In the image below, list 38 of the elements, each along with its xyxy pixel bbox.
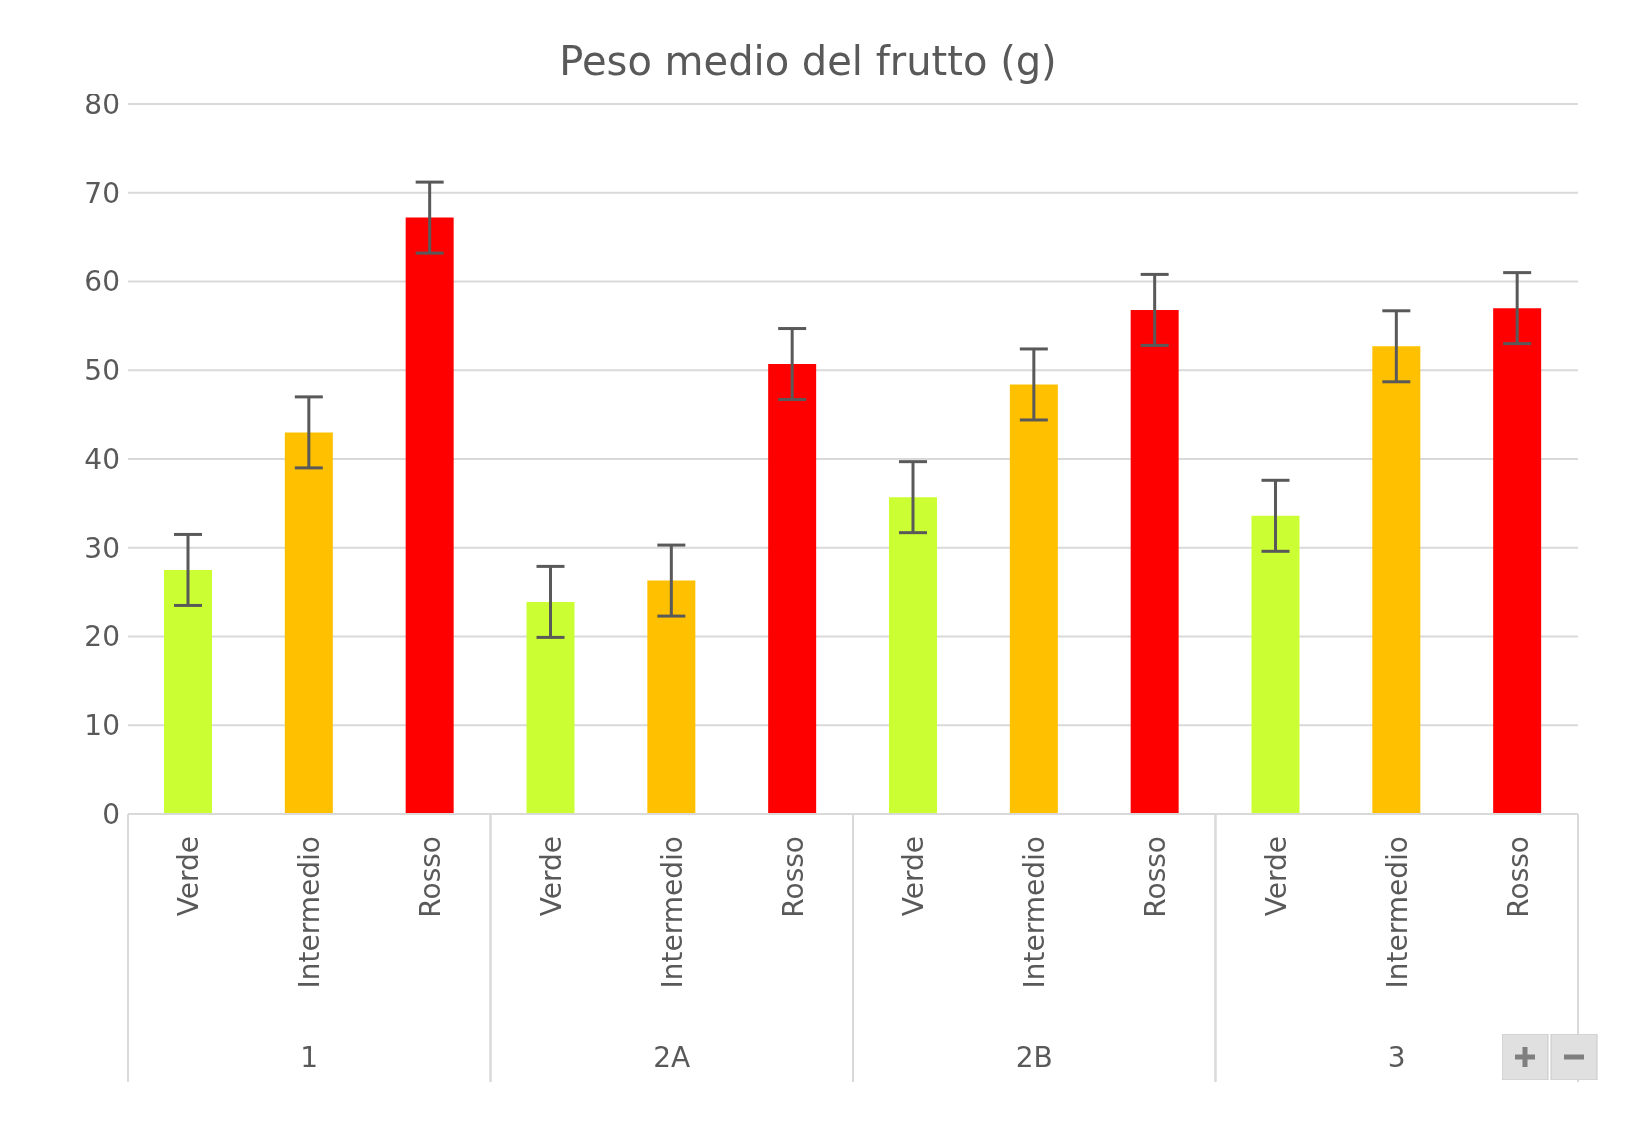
x-tick-label: Verde [534, 836, 568, 917]
x-tick-label: Rosso [776, 836, 810, 918]
bar [284, 432, 333, 814]
x-tick-label: Intermedio [655, 836, 689, 989]
x-tick-label: Intermedio [1380, 836, 1414, 989]
x-tick-label: Rosso [414, 836, 448, 918]
text: 2A [653, 1041, 691, 1074]
y-tick-label: 10 [84, 709, 120, 743]
bar [1009, 384, 1058, 814]
bar [164, 569, 212, 814]
y-tick-label: 40 [84, 442, 120, 476]
y-tick-label: 50 [84, 354, 120, 388]
bar [1493, 308, 1542, 814]
chart-title: Peso medio del frutto (g) [559, 38, 1057, 84]
x-tick-label: Intermedio [1018, 836, 1052, 989]
y-tick-label: 0 [102, 797, 120, 831]
y-tick-label: 60 [84, 265, 120, 299]
y-tick-label: 70 [84, 176, 120, 210]
bar [768, 364, 817, 814]
x-tick-label: Verde [897, 836, 931, 917]
bar [526, 601, 575, 814]
text: 1 [300, 1041, 319, 1074]
bar [889, 497, 937, 814]
bar [405, 217, 454, 814]
x-tick-label: Rosso [1139, 836, 1173, 918]
x-tick-label: Verde [172, 836, 206, 917]
x-tick-label: Rosso [1501, 836, 1535, 918]
bar [1372, 346, 1421, 814]
x-tick-label: Intermedio [293, 836, 327, 989]
text: 3 [1387, 1041, 1406, 1074]
text: 2B [1015, 1041, 1053, 1074]
x-tick-label: Verde [1259, 836, 1293, 917]
bar [647, 580, 696, 814]
y-tick-label: 20 [84, 620, 120, 654]
y-tick-label: 30 [84, 531, 120, 565]
bar [1251, 515, 1300, 814]
bar [1130, 309, 1179, 814]
y-tick-label: 80 [84, 87, 120, 121]
